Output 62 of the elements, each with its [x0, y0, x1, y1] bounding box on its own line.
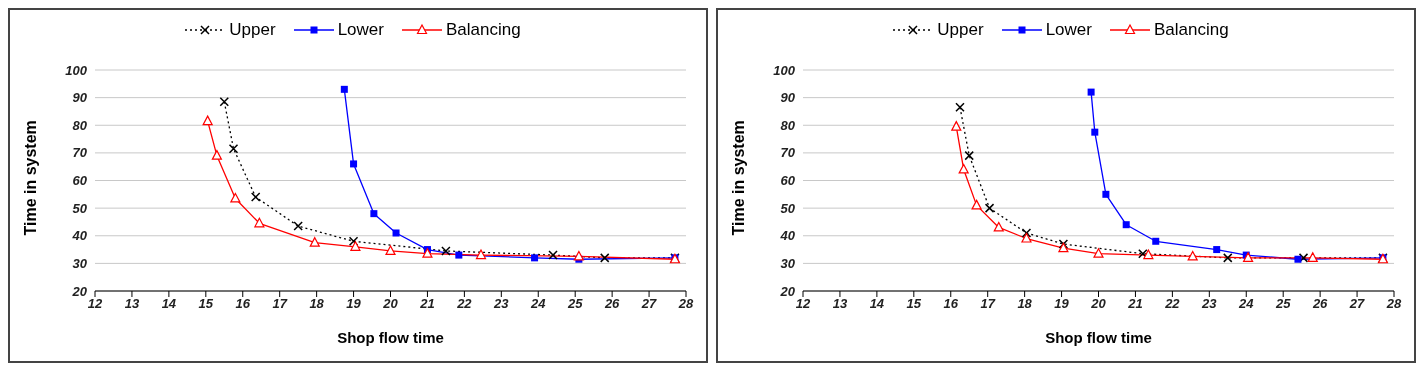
y-tick-label: 90	[780, 90, 796, 106]
x-tick-label: 28	[1385, 296, 1402, 312]
legend-label: Balancing	[1153, 20, 1229, 40]
y-tick-label: 20	[71, 283, 88, 299]
x-tick-label: 13	[124, 296, 140, 312]
y-tick-label: 70	[780, 145, 796, 161]
x-axis-title: Shop flow time	[337, 329, 444, 346]
x-tick-label: 26	[603, 296, 621, 312]
x-tick-label: 23	[1201, 296, 1218, 312]
legend-label: Upper	[937, 20, 984, 40]
y-tick-label: 60	[780, 173, 796, 189]
x-tick-label: 25	[1274, 296, 1292, 312]
x-tick-label: 18	[309, 296, 325, 312]
x-tick-label: 21	[419, 296, 435, 312]
y-tick-label: 80	[780, 117, 796, 133]
x-tick-label: 12	[795, 296, 811, 312]
x-tick-label: 12	[87, 296, 103, 312]
x-tick-label: 20	[1090, 296, 1107, 312]
x-tick-label: 23	[493, 296, 510, 312]
y-tick-label: 50	[72, 200, 88, 216]
x-tick-label: 16	[235, 296, 251, 312]
x-tick-label: 22	[456, 296, 473, 312]
y-axis-title: Time in system	[21, 120, 39, 236]
x-tick-label: 28	[677, 296, 694, 312]
legend-label: Lower	[337, 20, 384, 40]
legend-label: Lower	[1045, 20, 1092, 40]
legend-label: Balancing	[445, 20, 521, 40]
y-tick-label: 70	[72, 145, 88, 161]
x-tick-label: 13	[832, 296, 848, 312]
y-tick-label: 20	[779, 283, 796, 299]
x-axis-title: Shop flow time	[1045, 329, 1152, 346]
x-tick-label: 22	[1164, 296, 1181, 312]
y-tick-label: 40	[71, 228, 88, 244]
x-tick-label: 19	[1054, 296, 1070, 312]
y-tick-label: 90	[72, 90, 88, 106]
y-tick-label: 100	[773, 62, 796, 78]
x-tick-label: 17	[980, 296, 996, 312]
y-tick-label: 50	[780, 200, 796, 216]
legend-label: Upper	[229, 20, 276, 40]
x-tick-label: 14	[161, 296, 177, 312]
x-tick-label: 24	[530, 296, 547, 312]
x-tick-label: 19	[346, 296, 362, 312]
y-tick-label: 30	[780, 255, 796, 271]
x-tick-label: 17	[272, 296, 288, 312]
y-tick-label: 30	[72, 255, 88, 271]
x-tick-label: 27	[1348, 296, 1366, 312]
x-tick-label: 24	[1238, 296, 1255, 312]
y-tick-label: 60	[72, 173, 88, 189]
y-tick-label: 80	[72, 117, 88, 133]
y-axis-title: Time in system	[729, 120, 747, 236]
x-tick-label: 15	[906, 296, 922, 312]
x-tick-label: 21	[1127, 296, 1143, 312]
x-tick-label: 18	[1017, 296, 1033, 312]
x-tick-label: 27	[640, 296, 658, 312]
x-tick-label: 26	[1311, 296, 1329, 312]
y-tick-label: 40	[779, 228, 796, 244]
x-tick-label: 14	[869, 296, 885, 312]
x-tick-label: 16	[943, 296, 959, 312]
y-tick-label: 100	[65, 62, 88, 78]
x-tick-label: 25	[566, 296, 584, 312]
x-tick-label: 15	[198, 296, 214, 312]
x-tick-label: 20	[382, 296, 399, 312]
